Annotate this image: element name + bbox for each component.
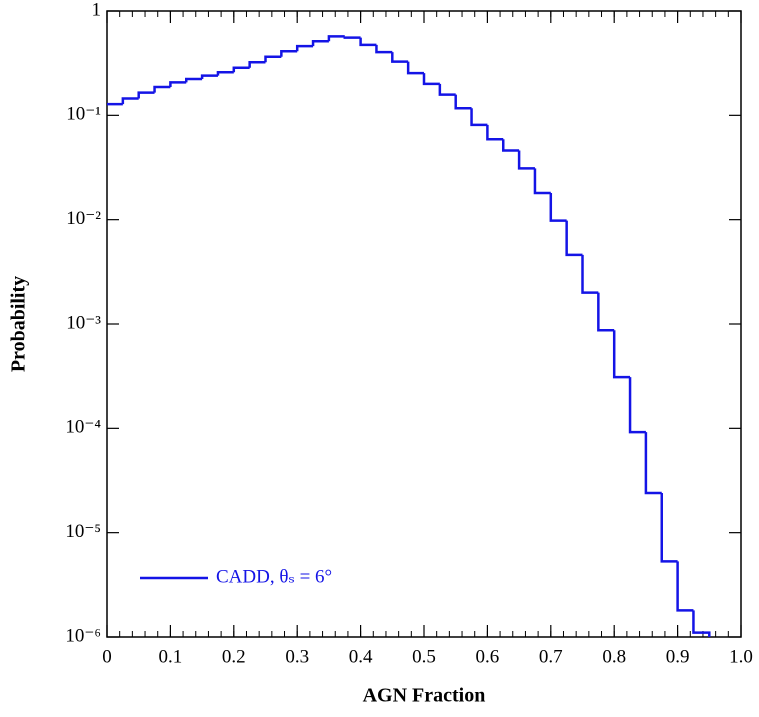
histogram-step [264, 55, 282, 63]
histogram-step [248, 60, 266, 68]
histogram-step [375, 44, 393, 54]
legend-label: CADD, θₛ = 6° [216, 566, 332, 587]
histogram-step [185, 77, 203, 83]
histogram-step [406, 61, 424, 75]
y-tick-label: 10⁻⁶ [65, 625, 101, 646]
x-tick-label: 0.4 [349, 646, 373, 667]
histogram-step [169, 81, 187, 87]
histogram-step [153, 85, 171, 93]
histogram-step [232, 66, 250, 73]
y-tick-label: 10⁻³ [66, 312, 101, 333]
histogram-step [486, 124, 504, 141]
y-axis-title: Probability [8, 276, 30, 372]
histogram-step [200, 74, 218, 79]
histogram-step [692, 610, 711, 637]
histogram-step [549, 193, 567, 222]
histogram-step [391, 52, 409, 63]
x-tick-label: 0.1 [159, 646, 183, 667]
x-tick-label: 0.7 [539, 646, 563, 667]
histogram-step [628, 377, 646, 434]
x-tick-label: 0.5 [412, 646, 436, 667]
y-tick-label: 10⁻² [66, 208, 101, 229]
histogram-step [502, 139, 520, 152]
x-tick-label: 0.2 [222, 646, 246, 667]
histogram-step [422, 73, 440, 86]
histogram-step [660, 492, 678, 563]
x-tick-label: 0.9 [666, 646, 690, 667]
y-tick-label: 1 [92, 0, 102, 20]
plot-frame [106, 10, 742, 638]
histogram-step [121, 97, 139, 105]
x-tick-label: 0 [102, 646, 112, 667]
histogram-step [676, 561, 694, 612]
histogram-step [311, 39, 329, 47]
histogram-step [438, 83, 456, 96]
histogram-step [470, 108, 488, 127]
x-tick-label: 0.3 [285, 646, 309, 667]
x-tick-label: 0.8 [602, 646, 626, 667]
histogram-step [644, 432, 662, 495]
histogram-step [517, 150, 535, 170]
x-tick-label: 0.6 [476, 646, 500, 667]
histogram-step [359, 37, 377, 47]
series [107, 35, 711, 637]
histogram-step [137, 91, 155, 99]
histogram-step [581, 254, 599, 294]
histogram-step [280, 50, 298, 57]
y-tick-label: 10⁻⁵ [65, 521, 101, 542]
histogram-step [597, 292, 615, 332]
histogram-step [565, 220, 583, 257]
y-tick-label: 10⁻¹ [66, 104, 101, 125]
histogram-step [216, 70, 234, 76]
histogram-step [295, 44, 314, 52]
histogram-step [612, 330, 631, 379]
histogram-step [533, 168, 551, 195]
histogram-step [343, 36, 361, 39]
x-axis-title: AGN Fraction [363, 685, 486, 707]
histogram-step [454, 94, 472, 110]
x-tick-label: 1.0 [729, 646, 753, 667]
histogram-step [327, 35, 345, 42]
y-tick-label: 10⁻⁴ [65, 417, 101, 438]
